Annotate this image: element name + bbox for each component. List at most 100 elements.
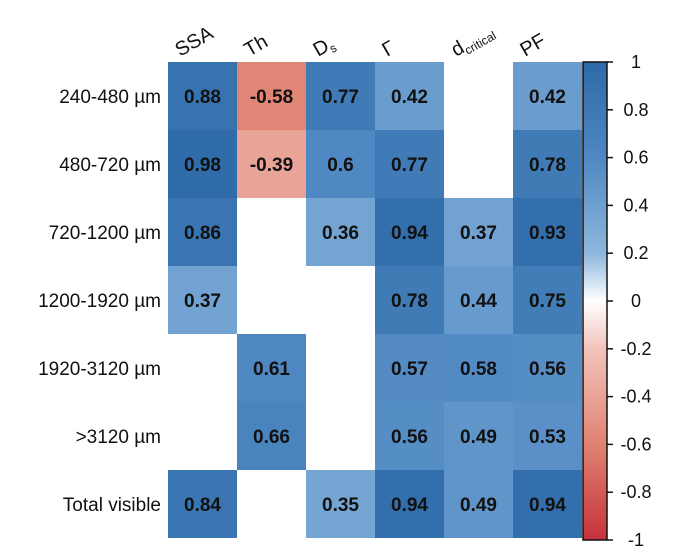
heatmap-cell bbox=[513, 62, 582, 130]
colorbar-tick-label: 0.4 bbox=[623, 195, 648, 215]
cell-value-label: 0.93 bbox=[529, 223, 566, 244]
heatmap-cell bbox=[375, 62, 444, 130]
cell-value-label: 0.75 bbox=[529, 291, 566, 312]
row-label: 240-480 µm bbox=[59, 87, 161, 108]
heatmap-cell bbox=[513, 470, 582, 538]
column-label-main: Γ bbox=[379, 37, 400, 62]
cell-value-label: 0.42 bbox=[529, 87, 566, 108]
heatmap-cell bbox=[513, 130, 582, 198]
heatmap-cell bbox=[375, 334, 444, 402]
heatmap-cell bbox=[444, 470, 513, 538]
cell-value-label: 0.86 bbox=[184, 223, 221, 244]
heatmap-cell bbox=[375, 470, 444, 538]
colorbar-tick-label: -0.2 bbox=[620, 339, 651, 359]
colorbar-tick-label: 0.8 bbox=[623, 100, 648, 120]
row-label: 480-720 µm bbox=[59, 155, 161, 176]
cell-value-label: 0.49 bbox=[460, 427, 497, 448]
cell-value-label: -0.58 bbox=[250, 87, 293, 108]
cell-value-label: 0.78 bbox=[529, 155, 566, 176]
heatmap-cell bbox=[513, 334, 582, 402]
cell-value-label: 0.42 bbox=[391, 87, 428, 108]
colorbar-tick-label: 1 bbox=[631, 52, 641, 72]
heatmap-cells bbox=[168, 62, 582, 538]
heatmap-cell bbox=[168, 62, 237, 130]
heatmap-cell bbox=[237, 62, 306, 130]
cell-value-label: 0.61 bbox=[253, 359, 290, 380]
colorbar-tick-label: -0.8 bbox=[620, 482, 651, 502]
column-label: SSA bbox=[172, 22, 218, 61]
cell-value-label: 0.53 bbox=[529, 427, 566, 448]
heatmap-cell bbox=[444, 266, 513, 334]
heatmap-cell bbox=[375, 198, 444, 266]
heatmap-cell bbox=[168, 266, 237, 334]
cell-value-label: 0.44 bbox=[460, 291, 497, 312]
cell-value-label: 0.6 bbox=[327, 155, 353, 176]
heatmap-cell bbox=[306, 198, 375, 266]
heatmap-cell bbox=[513, 402, 582, 470]
heatmap-cell bbox=[306, 470, 375, 538]
cell-value-label: 0.98 bbox=[184, 155, 221, 176]
heatmap-cell bbox=[237, 402, 306, 470]
cell-value-label: 0.94 bbox=[529, 495, 566, 516]
heatmap-value-labels: 0.88 -0.58 0.77 0.42 0.42 0.98 -0.39 0.6 0.77 0.7… bbox=[184, 87, 566, 516]
heatmap-cell bbox=[444, 402, 513, 470]
heatmap-cell bbox=[168, 470, 237, 538]
heatmap-cell bbox=[306, 130, 375, 198]
row-label: 1200-1920 µm bbox=[38, 291, 161, 312]
heatmap-cell bbox=[513, 266, 582, 334]
column-label-main: SSA bbox=[172, 22, 218, 61]
cell-value-label: 0.36 bbox=[322, 223, 359, 244]
column-label: Γ bbox=[379, 37, 400, 62]
colorbar-tick-label: -0.6 bbox=[620, 434, 651, 454]
heatmap-cell bbox=[444, 198, 513, 266]
cell-value-label: 0.77 bbox=[391, 155, 428, 176]
row-label: >3120 µm bbox=[76, 427, 161, 448]
cell-value-label: 0.66 bbox=[253, 427, 290, 448]
cell-value-label: 0.77 bbox=[322, 87, 359, 108]
colorbar-tick-label: 0.6 bbox=[623, 148, 648, 168]
cell-value-label: 0.37 bbox=[184, 291, 221, 312]
heatmap-cell bbox=[237, 334, 306, 402]
cell-value-label: 0.58 bbox=[460, 359, 497, 380]
colorbar-tick-label: 0.2 bbox=[623, 243, 648, 263]
column-label-subscript: critical bbox=[462, 28, 498, 57]
heatmap-cell bbox=[168, 198, 237, 266]
colorbar-tick-label: -0.4 bbox=[620, 387, 651, 407]
cell-value-label: 0.78 bbox=[391, 291, 428, 312]
cell-value-label: 0.84 bbox=[184, 495, 221, 516]
column-label: PF bbox=[517, 29, 550, 61]
heatmap-cell bbox=[444, 334, 513, 402]
row-label: 720-1200 µm bbox=[49, 223, 161, 244]
cell-value-label: 0.49 bbox=[460, 495, 497, 516]
colorbar-tick-label: -1 bbox=[628, 530, 644, 547]
heatmap-cell bbox=[375, 130, 444, 198]
column-label: Ds bbox=[310, 32, 340, 63]
column-label: dcritical bbox=[448, 20, 499, 63]
row-label: 1920-3120 µm bbox=[38, 359, 161, 380]
row-label: Total visible bbox=[63, 495, 161, 516]
cell-value-label: 0.57 bbox=[391, 359, 428, 380]
heatmap-cell bbox=[375, 402, 444, 470]
colorbar-gradient bbox=[582, 61, 608, 541]
column-label-main: Th bbox=[241, 31, 272, 62]
cell-value-label: 0.37 bbox=[460, 223, 497, 244]
heatmap-cell bbox=[306, 62, 375, 130]
row-labels: 240-480 µm 480-720 µm 720-1200 µm 1200-1920… bbox=[38, 87, 161, 516]
heatmap-cell bbox=[237, 130, 306, 198]
column-label: Th bbox=[241, 31, 272, 62]
cell-value-label: 0.56 bbox=[529, 359, 566, 380]
cell-value-label: 0.35 bbox=[322, 495, 359, 516]
cell-value-label: 0.94 bbox=[391, 495, 428, 516]
cell-value-label: 0.56 bbox=[391, 427, 428, 448]
heatmap-cell bbox=[513, 198, 582, 266]
heatmap-cell bbox=[375, 266, 444, 334]
cell-value-label: -0.39 bbox=[250, 155, 293, 176]
colorbar: 1 0.8 0.6 0.4 0.2 0 -0.2 -0.4 -0.6 -0.8 -1 bbox=[582, 52, 652, 547]
cell-value-label: 0.88 bbox=[184, 87, 221, 108]
heatmap-cell bbox=[168, 130, 237, 198]
cell-value-label: 0.94 bbox=[391, 223, 428, 244]
column-label-main: PF bbox=[517, 29, 550, 61]
colorbar-tick-label: 0 bbox=[631, 291, 641, 311]
